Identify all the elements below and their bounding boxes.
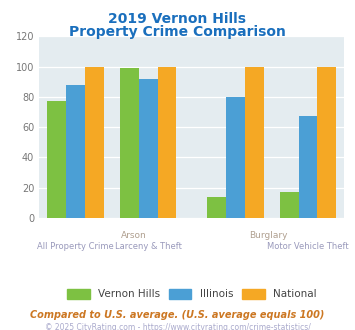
Text: Larceny & Theft: Larceny & Theft [115, 242, 181, 251]
Text: Motor Vehicle Theft: Motor Vehicle Theft [267, 242, 349, 251]
Bar [66, 85, 85, 218]
Bar [280, 192, 299, 218]
Text: All Property Crime: All Property Crime [37, 242, 114, 251]
Bar [85, 67, 104, 218]
Legend: Vernon Hills, Illinois, National: Vernon Hills, Illinois, National [63, 284, 321, 303]
Bar [207, 197, 226, 218]
Text: Compared to U.S. average. (U.S. average equals 100): Compared to U.S. average. (U.S. average … [30, 310, 325, 320]
Bar [139, 79, 158, 218]
Bar [299, 116, 317, 218]
Text: 2019 Vernon Hills: 2019 Vernon Hills [109, 12, 246, 25]
Text: Burglary: Burglary [249, 231, 287, 241]
Bar [226, 97, 245, 218]
Bar [47, 101, 66, 218]
Text: Property Crime Comparison: Property Crime Comparison [69, 25, 286, 39]
Bar [245, 67, 264, 218]
Text: © 2025 CityRating.com - https://www.cityrating.com/crime-statistics/: © 2025 CityRating.com - https://www.city… [45, 323, 310, 330]
Bar [317, 67, 336, 218]
Text: Arson: Arson [121, 231, 146, 241]
Bar [120, 68, 139, 218]
Bar [158, 67, 176, 218]
